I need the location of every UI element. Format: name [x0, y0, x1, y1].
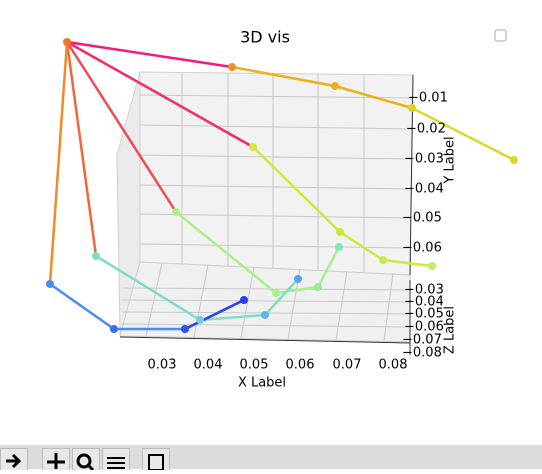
- y-tick-label: −0.04: [404, 182, 444, 197]
- x-tick-label: 0.06: [286, 358, 315, 373]
- segment: [65, 41, 98, 257]
- grid-line: [139, 94, 413, 99]
- point: [428, 262, 436, 270]
- grid-line: [120, 323, 411, 328]
- sliders-icon: [107, 457, 125, 469]
- chain: [175, 211, 341, 295]
- icon: [6, 453, 22, 469]
- grid-line: [139, 124, 413, 130]
- points: [46, 38, 518, 333]
- x-tick-label: 0.04: [194, 358, 223, 373]
- icon: [47, 453, 65, 469]
- pan-button[interactable]: [42, 448, 70, 470]
- point: [240, 296, 248, 304]
- point: [261, 311, 269, 319]
- segment: [66, 40, 233, 69]
- point: [408, 104, 416, 112]
- save-button[interactable]: [142, 448, 170, 471]
- point: [196, 316, 204, 324]
- y-tick-label: −0.05: [402, 211, 442, 226]
- grid-line: [123, 287, 411, 291]
- z-tick-label: −0.06: [404, 320, 444, 335]
- x-axis-label: X Label: [238, 376, 286, 391]
- point: [249, 143, 257, 151]
- point: [228, 63, 236, 71]
- save-icon: [148, 454, 164, 471]
- lines: [48, 40, 515, 331]
- point: [314, 283, 322, 291]
- point: [272, 289, 280, 297]
- point: [110, 325, 118, 333]
- plot-title: 3D vis: [240, 28, 290, 47]
- point: [379, 256, 387, 264]
- point: [172, 208, 180, 216]
- point: [63, 38, 71, 46]
- y-tick-label: −0.03: [404, 152, 444, 167]
- axis-labels: 0.03 0.04 0.05 0.06 0.07 0.08 X Label −0.01 −0.0…: [148, 91, 458, 391]
- figure: 3D vis: [46, 28, 518, 391]
- zoom-button[interactable]: [72, 448, 100, 472]
- chain: [95, 254, 299, 322]
- x-axis-line: [119, 336, 411, 344]
- chain: [252, 146, 433, 268]
- point: [92, 252, 100, 260]
- segment: [66, 40, 254, 149]
- point: [46, 280, 54, 288]
- zoom-icon: [86, 463, 95, 472]
- z-tick-label: −0.05: [404, 307, 444, 322]
- grid-line: [139, 154, 412, 160]
- x-tick-label: 0.07: [333, 358, 362, 373]
- toolbar: [0, 445, 542, 472]
- z-axis-label: Z Label: [443, 306, 458, 354]
- grid-line: [335, 270, 348, 341]
- point: [331, 82, 339, 90]
- segment: [184, 298, 245, 331]
- y-axis-label: Y Label: [443, 136, 458, 184]
- arrow-icon: [6, 453, 22, 469]
- icon: [76, 453, 95, 472]
- pan-icon: [47, 453, 65, 469]
- z-tick-label: −0.03: [404, 283, 444, 298]
- point: [181, 325, 189, 333]
- configure-button[interactable]: [102, 448, 130, 470]
- x-tick-label: 0.08: [379, 358, 408, 373]
- point: [335, 243, 343, 251]
- grid-line: [383, 272, 394, 342]
- checkbox[interactable]: [494, 29, 507, 42]
- grid-line: [139, 213, 411, 219]
- y-tick-label: −0.02: [406, 122, 446, 137]
- x-tick-label: 0.03: [148, 358, 177, 373]
- z-tick-label: −0.04: [404, 295, 444, 310]
- x-tick-label: 0.05: [240, 358, 269, 373]
- icon: [107, 457, 125, 469]
- zoom-icon: [76, 453, 92, 469]
- z-tick-label: −0.07: [402, 333, 442, 348]
- grid-line: [122, 299, 411, 303]
- point: [294, 275, 302, 283]
- icon: [148, 454, 164, 471]
- segment: [48, 41, 69, 285]
- forward-button[interactable]: [0, 448, 28, 470]
- point: [336, 228, 344, 236]
- y-tick-label: −0.01: [408, 91, 448, 106]
- y-tick-label: −0.06: [402, 241, 442, 256]
- z-tick-label: −0.08: [402, 346, 442, 361]
- grid-line: [139, 184, 412, 190]
- chain: [411, 106, 515, 162]
- segment: [65, 41, 178, 213]
- grid-line: [240, 266, 255, 339]
- point: [510, 156, 518, 164]
